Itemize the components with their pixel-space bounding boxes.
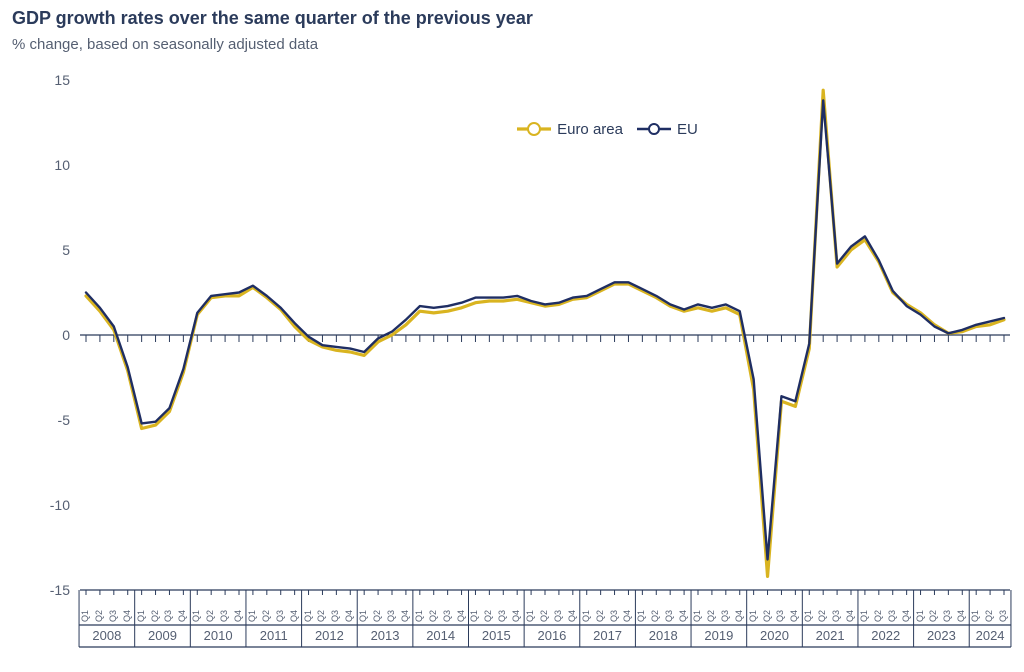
year-label: 2021 xyxy=(800,628,860,643)
year-label: 2024 xyxy=(960,628,1020,643)
legend-swatch xyxy=(637,122,671,136)
quarter-tick-label: Q4 xyxy=(789,596,799,622)
quarter-tick-label: Q1 xyxy=(303,596,313,622)
quarter-tick-label: Q1 xyxy=(859,596,869,622)
quarter-tick-label: Q2 xyxy=(595,596,605,622)
quarter-tick-label: Q2 xyxy=(261,596,271,622)
quarter-tick-label: Q3 xyxy=(609,596,619,622)
quarter-tick-label: Q4 xyxy=(400,596,410,622)
quarter-tick-label: Q3 xyxy=(163,596,173,622)
year-label: 2008 xyxy=(77,628,137,643)
year-label: 2012 xyxy=(299,628,359,643)
quarter-tick-label: Q3 xyxy=(775,596,785,622)
year-label: 2014 xyxy=(411,628,471,643)
year-label: 2009 xyxy=(133,628,193,643)
legend-label: Euro area xyxy=(557,121,623,138)
quarter-tick-label: Q1 xyxy=(191,596,201,622)
legend-label: EU xyxy=(677,121,698,138)
y-tick-label: -15 xyxy=(30,582,70,598)
quarter-tick-label: Q4 xyxy=(289,596,299,622)
quarter-tick-label: Q2 xyxy=(706,596,716,622)
year-label: 2018 xyxy=(633,628,693,643)
year-label: 2015 xyxy=(466,628,526,643)
quarter-tick-label: Q1 xyxy=(748,596,758,622)
year-label: 2019 xyxy=(689,628,749,643)
quarter-tick-label: Q1 xyxy=(469,596,479,622)
quarter-tick-label: Q1 xyxy=(358,596,368,622)
quarter-tick-label: Q2 xyxy=(428,596,438,622)
quarter-tick-label: Q4 xyxy=(956,596,966,622)
quarter-tick-label: Q2 xyxy=(928,596,938,622)
quarter-tick-label: Q2 xyxy=(984,596,994,622)
year-label: 2017 xyxy=(578,628,638,643)
quarter-tick-label: Q3 xyxy=(887,596,897,622)
quarter-tick-label: Q2 xyxy=(316,596,326,622)
y-tick-label: 10 xyxy=(30,157,70,173)
quarter-tick-label: Q3 xyxy=(720,596,730,622)
quarter-tick-label: Q3 xyxy=(108,596,118,622)
quarter-tick-label: Q3 xyxy=(386,596,396,622)
quarter-tick-label: Q3 xyxy=(442,596,452,622)
year-label: 2010 xyxy=(188,628,248,643)
legend-item: Euro area xyxy=(517,121,623,138)
quarter-tick-label: Q1 xyxy=(915,596,925,622)
y-tick-label: 0 xyxy=(30,327,70,343)
quarter-tick-label: Q2 xyxy=(205,596,215,622)
year-label: 2016 xyxy=(522,628,582,643)
year-label: 2020 xyxy=(745,628,805,643)
quarter-tick-label: Q2 xyxy=(762,596,772,622)
quarter-tick-label: Q2 xyxy=(650,596,660,622)
quarter-tick-label: Q1 xyxy=(803,596,813,622)
quarter-tick-label: Q1 xyxy=(136,596,146,622)
legend: Euro area EU xyxy=(517,121,698,138)
quarter-tick-label: Q4 xyxy=(622,596,632,622)
quarter-tick-label: Q3 xyxy=(831,596,841,622)
quarter-tick-label: Q3 xyxy=(664,596,674,622)
y-tick-label: -5 xyxy=(30,412,70,428)
legend-item: EU xyxy=(637,121,698,138)
quarter-tick-label: Q4 xyxy=(233,596,243,622)
year-label: 2011 xyxy=(244,628,304,643)
quarter-tick-label: Q4 xyxy=(511,596,521,622)
legend-swatch xyxy=(517,122,551,136)
quarter-tick-label: Q2 xyxy=(372,596,382,622)
chart-plot xyxy=(0,0,1024,672)
quarter-tick-label: Q2 xyxy=(150,596,160,622)
y-tick-label: 5 xyxy=(30,242,70,258)
quarter-tick-label: Q3 xyxy=(942,596,952,622)
year-label: 2022 xyxy=(856,628,916,643)
year-label: 2013 xyxy=(355,628,415,643)
quarter-tick-label: Q2 xyxy=(817,596,827,622)
quarter-tick-label: Q3 xyxy=(998,596,1008,622)
quarter-tick-label: Q2 xyxy=(94,596,104,622)
quarter-tick-label: Q4 xyxy=(456,596,466,622)
quarter-tick-label: Q1 xyxy=(247,596,257,622)
quarter-tick-label: Q1 xyxy=(636,596,646,622)
quarter-tick-label: Q4 xyxy=(901,596,911,622)
quarter-tick-label: Q3 xyxy=(219,596,229,622)
quarter-tick-label: Q3 xyxy=(330,596,340,622)
quarter-tick-label: Q2 xyxy=(483,596,493,622)
quarter-tick-label: Q4 xyxy=(678,596,688,622)
quarter-tick-label: Q4 xyxy=(344,596,354,622)
quarter-tick-label: Q4 xyxy=(734,596,744,622)
quarter-tick-label: Q4 xyxy=(177,596,187,622)
quarter-tick-label: Q1 xyxy=(414,596,424,622)
quarter-tick-label: Q1 xyxy=(581,596,591,622)
quarter-tick-label: Q4 xyxy=(567,596,577,622)
quarter-tick-label: Q3 xyxy=(275,596,285,622)
quarter-tick-label: Q3 xyxy=(497,596,507,622)
quarter-tick-label: Q3 xyxy=(553,596,563,622)
quarter-tick-label: Q1 xyxy=(525,596,535,622)
y-tick-label: -10 xyxy=(30,497,70,513)
quarter-tick-label: Q1 xyxy=(692,596,702,622)
y-tick-label: 15 xyxy=(30,72,70,88)
quarter-tick-label: Q2 xyxy=(873,596,883,622)
quarter-tick-label: Q1 xyxy=(80,596,90,622)
quarter-tick-label: Q4 xyxy=(122,596,132,622)
quarter-tick-label: Q4 xyxy=(845,596,855,622)
quarter-tick-label: Q2 xyxy=(539,596,549,622)
quarter-tick-label: Q1 xyxy=(970,596,980,622)
